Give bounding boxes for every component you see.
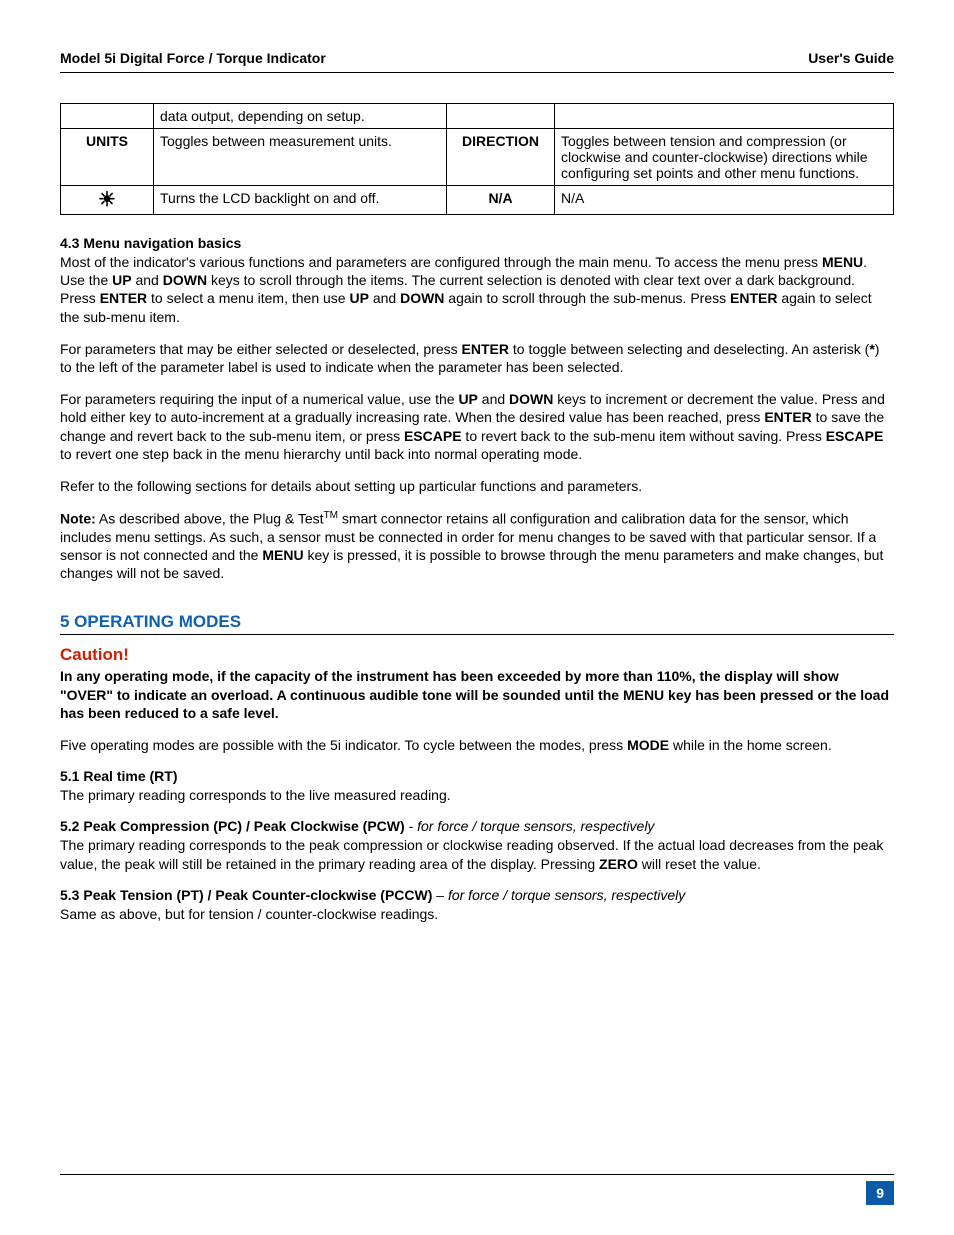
key-name-cell: UNITS xyxy=(61,129,154,186)
subsection-heading: 5.3 Peak Tension (PT) / Peak Counter-clo… xyxy=(60,887,894,903)
key-alt-desc-cell xyxy=(555,104,894,129)
body-paragraph: Five operating modes are possible with t… xyxy=(60,736,894,754)
key-alt-desc-cell: N/A xyxy=(555,186,894,215)
key-reference-table: data output, depending on setup. UNITS T… xyxy=(60,103,894,215)
key-alt-cell: DIRECTION xyxy=(447,129,555,186)
body-paragraph: For parameters requiring the input of a … xyxy=(60,390,894,463)
body-paragraph: The primary reading corresponds to the p… xyxy=(60,836,894,872)
page-header: Model 5i Digital Force / Torque Indicato… xyxy=(60,50,894,73)
key-name-cell xyxy=(61,104,154,129)
body-paragraph: The primary reading corresponds to the l… xyxy=(60,786,894,804)
key-desc-cell: data output, depending on setup. xyxy=(154,104,447,129)
body-paragraph: Most of the indicator's various function… xyxy=(60,253,894,326)
subsection-heading: 5.1 Real time (RT) xyxy=(60,768,894,784)
page-footer: 9 xyxy=(60,1174,894,1205)
caution-heading: Caution! xyxy=(60,645,894,665)
key-alt-cell: N/A xyxy=(447,186,555,215)
subsection-heading: 5.2 Peak Compression (PC) / Peak Clockwi… xyxy=(60,818,894,834)
page-number: 9 xyxy=(866,1181,894,1205)
key-desc-cell: Turns the LCD backlight on and off. xyxy=(154,186,447,215)
key-desc-cell: Toggles between measurement units. xyxy=(154,129,447,186)
backlight-icon: ☀ xyxy=(61,186,154,215)
subsection-heading: 4.3 Menu navigation basics xyxy=(60,235,894,251)
body-paragraph: Same as above, but for tension / counter… xyxy=(60,905,894,923)
body-paragraph: Refer to the following sections for deta… xyxy=(60,477,894,495)
table-row: UNITS Toggles between measurement units.… xyxy=(61,129,894,186)
key-alt-desc-cell: Toggles between tension and compression … xyxy=(555,129,894,186)
table-row: ☀ Turns the LCD backlight on and off. N/… xyxy=(61,186,894,215)
key-alt-cell xyxy=(447,104,555,129)
header-left: Model 5i Digital Force / Torque Indicato… xyxy=(60,50,326,66)
header-right: User's Guide xyxy=(808,50,894,66)
table-row: data output, depending on setup. xyxy=(61,104,894,129)
caution-body: In any operating mode, if the capacity o… xyxy=(60,667,894,722)
note-paragraph: Note: As described above, the Plug & Tes… xyxy=(60,509,894,582)
body-paragraph: For parameters that may be either select… xyxy=(60,340,894,376)
section-heading: 5 OPERATING MODES xyxy=(60,612,894,635)
